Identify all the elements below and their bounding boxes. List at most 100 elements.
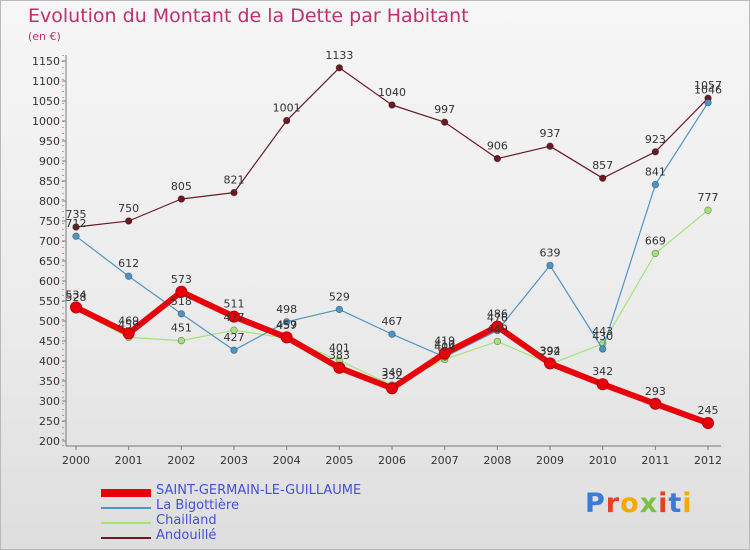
x-tick-label: 2012 — [694, 454, 722, 467]
logo-letter: x — [639, 488, 659, 519]
legend-label: Andouillé — [156, 528, 217, 543]
data-point — [651, 180, 660, 189]
data-label: 476 — [487, 312, 508, 325]
y-tick-label: 500 — [39, 315, 60, 328]
legend-label: La Bigottière — [156, 498, 239, 513]
data-label: 639 — [540, 246, 561, 259]
data-label: 750 — [118, 202, 139, 215]
data-point — [230, 346, 238, 354]
data-label: 529 — [329, 290, 350, 303]
data-label: 410 — [434, 338, 455, 351]
data-point — [493, 337, 502, 346]
data-point — [124, 217, 133, 225]
y-tick-label: 650 — [39, 255, 60, 268]
data-point — [651, 249, 660, 258]
y-tick-label: 900 — [39, 155, 60, 168]
unit-label: (en €) — [28, 30, 61, 43]
chart-title: Evolution du Montant de la Dette par Hab… — [28, 5, 469, 27]
y-tick-label: 550 — [39, 295, 60, 308]
data-label: 404 — [434, 340, 455, 353]
y-tick-label: 400 — [39, 355, 60, 368]
data-label: 857 — [592, 159, 613, 172]
data-point — [335, 305, 344, 314]
x-tick-label: 2003 — [220, 454, 248, 467]
data-point — [280, 331, 293, 344]
data-label: 1040 — [378, 86, 406, 99]
legend-label: Chailland — [156, 513, 217, 528]
x-tick-label: 2007 — [431, 454, 459, 467]
data-label: 612 — [118, 257, 139, 270]
x-tick-label: 2000 — [62, 454, 90, 467]
data-point — [651, 148, 660, 156]
data-label: 340 — [382, 366, 403, 379]
data-point — [72, 223, 80, 231]
data-point — [72, 232, 80, 240]
x-tick-label: 2004 — [273, 454, 301, 467]
series-layer — [70, 64, 715, 429]
x-tick-label: 2010 — [589, 454, 617, 467]
y-tick-label: 300 — [39, 395, 60, 408]
data-label: 401 — [329, 342, 350, 355]
data-point — [175, 285, 188, 298]
data-label: 449 — [487, 322, 508, 335]
y-tick-label: 600 — [39, 275, 60, 288]
data-label: 332 — [382, 369, 403, 382]
data-label: 394 — [540, 344, 561, 357]
legend-label: SAINT-GERMAIN-LE-GUILLAUME — [156, 483, 362, 498]
data-point — [596, 378, 609, 391]
y-tick-label: 1050 — [32, 95, 60, 108]
y-tick-label: 950 — [39, 135, 60, 148]
data-point — [599, 345, 607, 353]
data-point — [124, 272, 133, 280]
data-point — [440, 118, 449, 126]
data-point — [177, 310, 186, 318]
data-point — [70, 301, 82, 314]
data-label: 498 — [276, 303, 297, 316]
y-tick-label: 700 — [39, 235, 60, 248]
data-point — [333, 361, 346, 374]
y-tick-label: 250 — [39, 415, 60, 428]
data-label: 528 — [66, 291, 87, 304]
data-point — [546, 261, 554, 270]
data-label: 459 — [118, 318, 139, 331]
data-label: 443 — [592, 325, 613, 338]
y-tick-label: 1150 — [32, 55, 60, 68]
data-label: 821 — [224, 174, 245, 187]
data-label: 392 — [540, 345, 561, 358]
data-point — [388, 101, 396, 109]
data-label: 937 — [540, 127, 561, 140]
series-chailland — [72, 206, 712, 389]
y-tick-label: 850 — [39, 175, 60, 188]
data-label: 457 — [276, 319, 297, 332]
data-label: 573 — [171, 273, 192, 286]
data-label: 477 — [224, 311, 245, 324]
data-label: 1057 — [694, 79, 722, 92]
data-label: 245 — [698, 404, 719, 417]
data-label: 1046 — [694, 84, 722, 97]
data-point — [122, 327, 135, 340]
logo-letter: i — [682, 488, 693, 519]
data-label: 419 — [434, 334, 455, 347]
y-tick-label: 200 — [39, 435, 60, 448]
x-tick-label: 2005 — [325, 454, 353, 467]
logo-letter: r — [605, 488, 621, 519]
data-labels: 735 750 805 821 1001 1133 1040 997 906 937 857 923 1… — [66, 49, 723, 417]
data-label: 486 — [487, 308, 508, 321]
logo-letter: P — [585, 488, 606, 519]
data-point — [230, 188, 238, 197]
data-label: 923 — [645, 133, 666, 146]
data-point — [438, 347, 451, 360]
logo-letter: i — [658, 488, 669, 519]
data-label: 511 — [224, 298, 245, 311]
data-point — [704, 98, 712, 107]
data-label: 735 — [66, 208, 87, 221]
data-label: 1001 — [273, 102, 301, 115]
data-point — [177, 336, 186, 345]
data-label: 518 — [171, 295, 192, 308]
data-point — [702, 417, 715, 429]
data-label: 534 — [66, 288, 87, 301]
data-label: 427 — [224, 331, 245, 344]
data-point — [228, 310, 241, 323]
data-point — [546, 142, 554, 150]
